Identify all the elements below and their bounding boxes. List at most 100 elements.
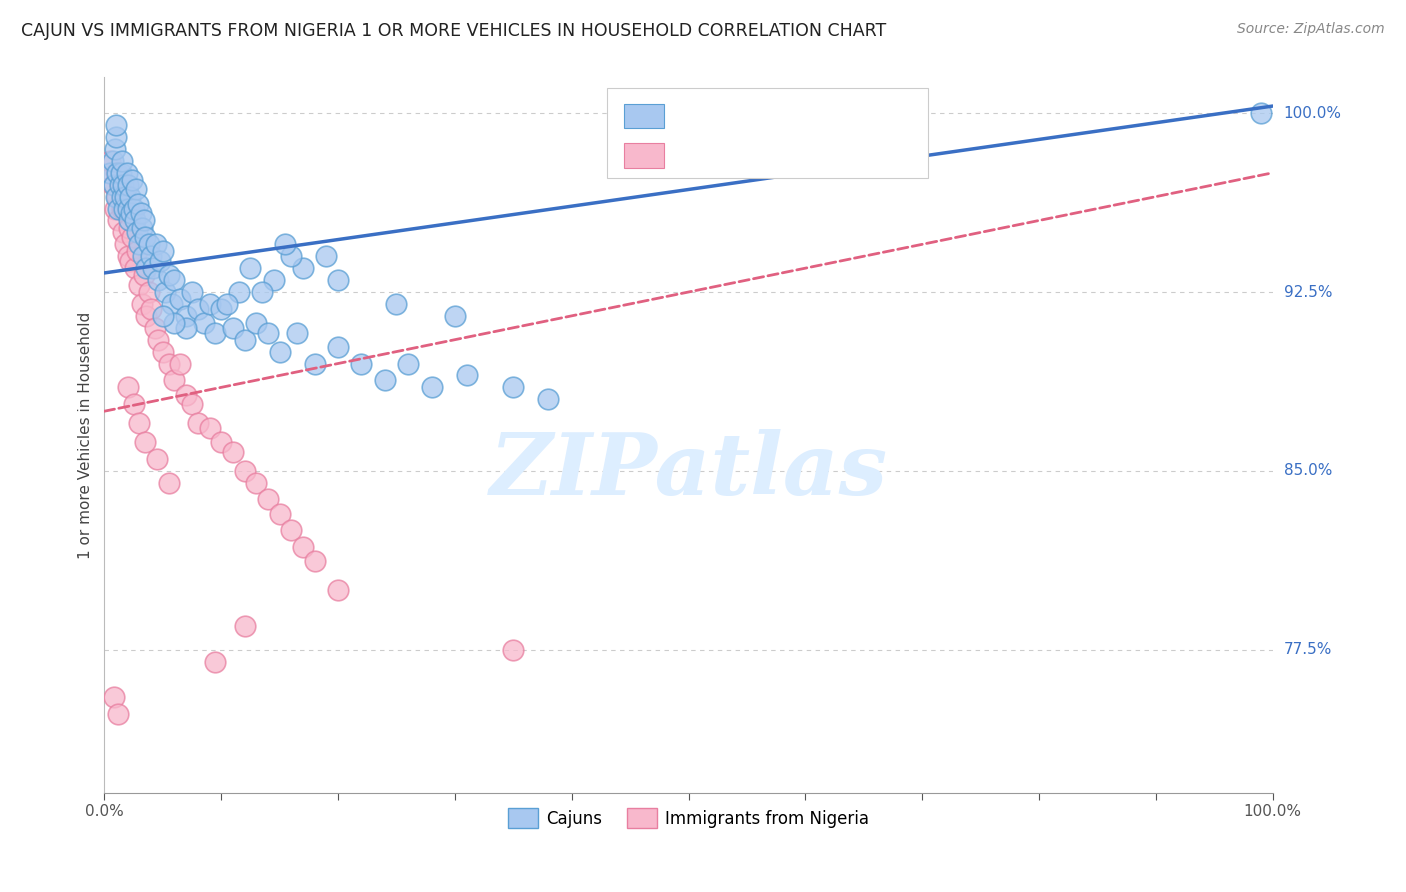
Point: [502, 642, 524, 657]
Point: [326, 340, 349, 354]
Point: [250, 285, 273, 299]
Text: R = 0.168: R = 0.168: [673, 149, 763, 167]
Point: [115, 166, 138, 180]
Point: [291, 261, 314, 276]
Point: [160, 297, 183, 311]
Point: [193, 316, 215, 330]
Point: [269, 507, 291, 521]
Point: [139, 249, 162, 263]
Point: [139, 301, 162, 316]
Point: [105, 130, 128, 145]
Point: [222, 444, 245, 458]
Point: [104, 142, 127, 156]
Point: [127, 196, 149, 211]
Point: [115, 206, 138, 220]
Point: [135, 309, 157, 323]
Point: [222, 320, 245, 334]
Point: [146, 451, 169, 466]
Point: [326, 582, 349, 597]
Point: [204, 655, 226, 669]
Text: N = 55: N = 55: [806, 149, 873, 167]
Point: [103, 178, 125, 192]
Point: [444, 309, 467, 323]
Point: [280, 249, 302, 263]
Point: [174, 387, 197, 401]
Point: [152, 309, 174, 323]
Point: [163, 373, 186, 387]
Point: [269, 344, 291, 359]
Text: CAJUN VS IMMIGRANTS FROM NIGERIA 1 OR MORE VEHICLES IN HOUSEHOLD CORRELATION CHA: CAJUN VS IMMIGRANTS FROM NIGERIA 1 OR MO…: [21, 22, 886, 40]
Point: [163, 316, 186, 330]
Point: [118, 213, 141, 227]
FancyBboxPatch shape: [624, 103, 664, 128]
Point: [198, 421, 221, 435]
Point: [105, 166, 128, 180]
Point: [537, 392, 560, 407]
Point: [107, 202, 129, 216]
Point: [125, 182, 148, 196]
Point: [124, 213, 146, 227]
Point: [263, 273, 285, 287]
Point: [280, 524, 302, 538]
Point: [131, 297, 153, 311]
Point: [456, 368, 478, 383]
Point: [304, 357, 326, 371]
Point: [120, 206, 142, 220]
Point: [120, 254, 142, 268]
Point: [157, 475, 180, 490]
Point: [152, 244, 174, 259]
Point: [228, 285, 250, 299]
Point: [112, 189, 135, 203]
Point: [163, 273, 186, 287]
Point: [105, 166, 128, 180]
Text: ZIPatlas: ZIPatlas: [489, 429, 887, 513]
Point: [350, 357, 373, 371]
Point: [233, 464, 256, 478]
Point: [152, 344, 174, 359]
Point: [128, 277, 150, 292]
Point: [143, 320, 166, 334]
Point: [274, 237, 297, 252]
Point: [396, 357, 419, 371]
Y-axis label: 1 or more Vehicles in Household: 1 or more Vehicles in Household: [79, 311, 93, 558]
Text: 100.0%: 100.0%: [1284, 105, 1341, 120]
Point: [127, 244, 149, 259]
Point: [198, 297, 221, 311]
Point: [138, 237, 160, 252]
Point: [420, 380, 443, 394]
FancyBboxPatch shape: [607, 88, 928, 178]
Point: [132, 249, 155, 263]
Point: [110, 166, 132, 180]
Point: [1250, 106, 1272, 120]
Point: [101, 153, 124, 168]
Point: [304, 554, 326, 568]
Point: [128, 237, 150, 252]
Point: [146, 273, 169, 287]
Point: [326, 273, 349, 287]
Point: [134, 435, 156, 450]
Point: [169, 292, 191, 306]
Point: [114, 189, 136, 203]
Point: [112, 202, 135, 216]
Point: [245, 316, 267, 330]
Legend: Cajuns, Immigrants from Nigeria: Cajuns, Immigrants from Nigeria: [501, 802, 876, 834]
Point: [169, 357, 191, 371]
Point: [132, 213, 155, 227]
Point: [245, 475, 267, 490]
Point: [117, 202, 139, 216]
Point: [385, 297, 408, 311]
Point: [118, 220, 141, 235]
Point: [209, 435, 232, 450]
Point: [149, 254, 172, 268]
Point: [315, 249, 337, 263]
Point: [103, 690, 125, 705]
Point: [128, 416, 150, 430]
Text: N = 85: N = 85: [806, 109, 873, 127]
Point: [107, 706, 129, 721]
Point: [121, 230, 143, 244]
Point: [120, 189, 142, 203]
Text: 77.5%: 77.5%: [1284, 642, 1331, 657]
Point: [111, 202, 134, 216]
Point: [174, 309, 197, 323]
Point: [257, 492, 280, 507]
